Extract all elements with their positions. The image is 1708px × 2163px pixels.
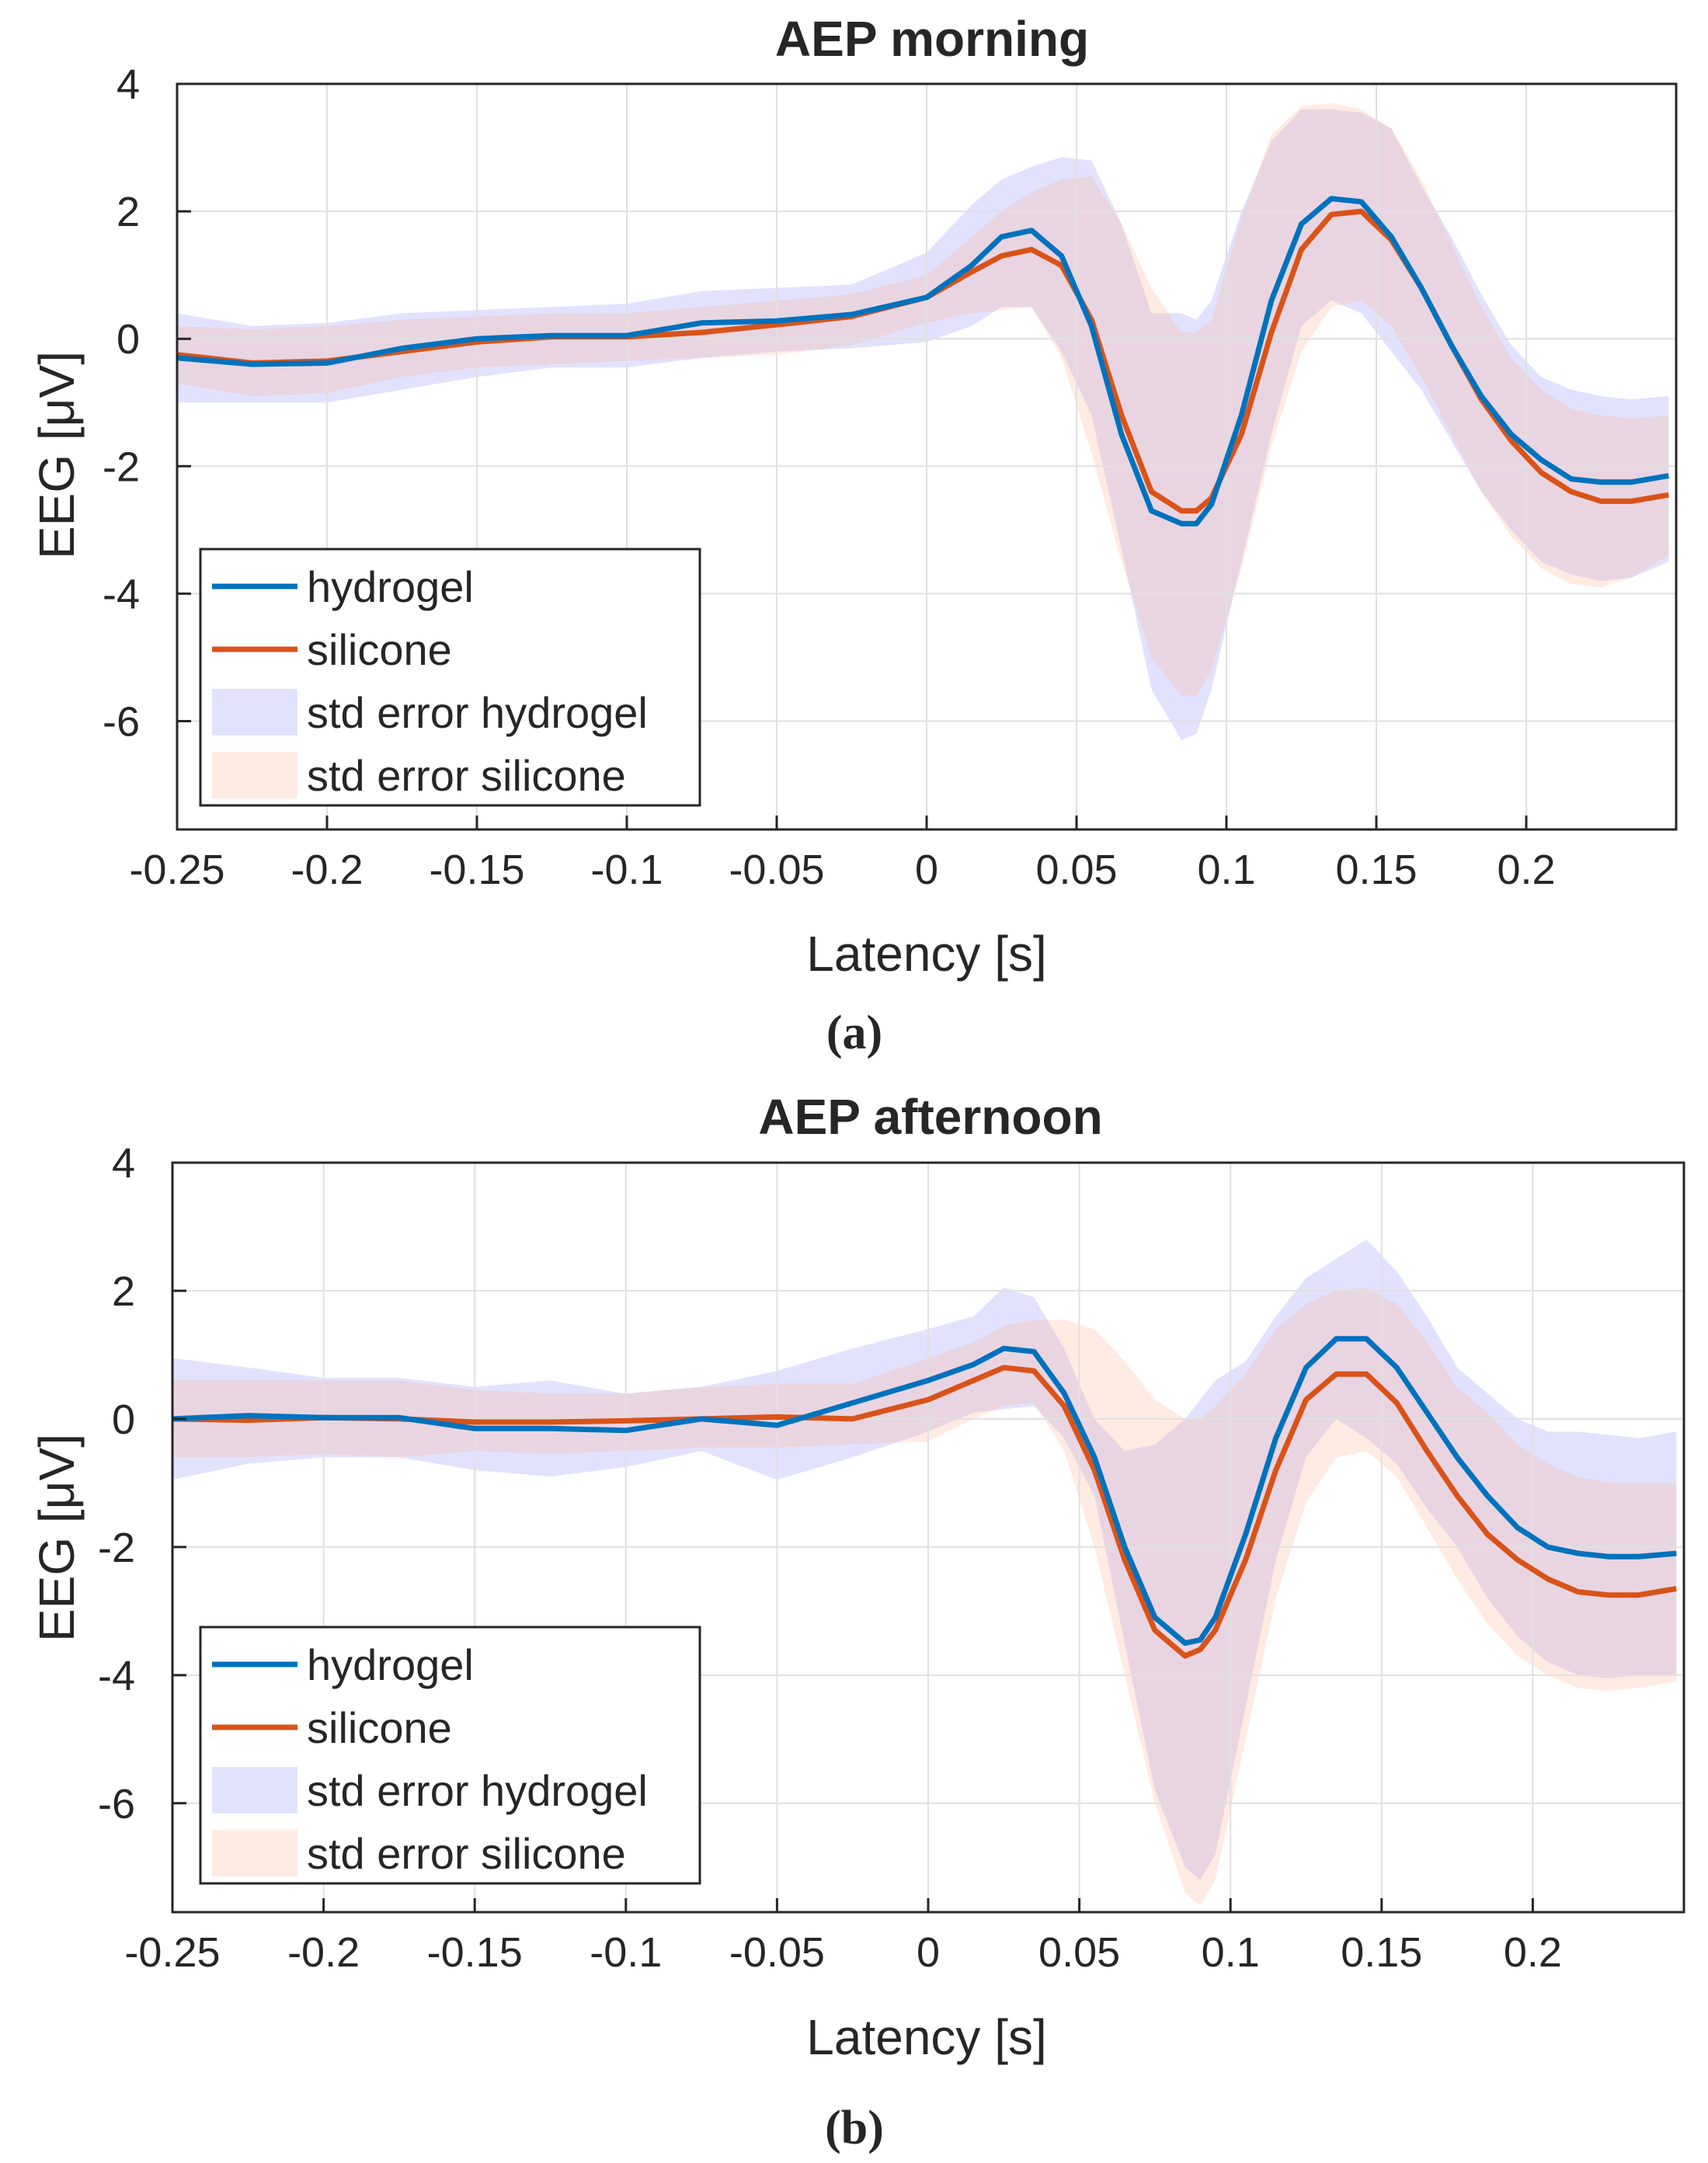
- hydrogel-line: [172, 1336, 1677, 1647]
- y-tick-label-4: 2: [117, 189, 140, 235]
- legend-label-2: std error hydrogel: [307, 688, 648, 737]
- y-tick-label-0: -6: [103, 699, 140, 746]
- x-tick-label-8: 0.15: [1341, 1929, 1422, 1976]
- legend-swatch-3: [212, 752, 297, 798]
- x-axis-ticks: -0.25 -0.2 -0.15 -0.1 -0.05 0 0.05 0.1 0.15 0.2: [124, 1898, 1562, 1976]
- legend-label-3: std error silicone: [307, 751, 626, 800]
- std-error-bands: [172, 1240, 1677, 1906]
- x-tick-label-9: 0.2: [1497, 847, 1555, 893]
- hydrogel-line: [176, 196, 1669, 527]
- panel-aep-morning: AEP morning -0.25 -0.2 -0.15 -0.1 -0.05 0 0.05…: [29, 11, 1678, 1059]
- y-tick-label-4: 2: [112, 1268, 135, 1315]
- x-axis-label: Latency [s]: [806, 2009, 1047, 2065]
- legend-box: [199, 548, 701, 807]
- x-tick-label-1: -0.2: [287, 1929, 360, 1976]
- y-tick-label-1: -4: [98, 1653, 135, 1699]
- legend-swatch-2: [212, 689, 297, 735]
- legend-box: [199, 1626, 701, 1885]
- silicone-line: [172, 1365, 1677, 1659]
- x-axis-label: Latency [s]: [806, 926, 1047, 982]
- x-tick-label-8: 0.15: [1335, 847, 1417, 893]
- legend-swatch-3: [212, 1830, 297, 1876]
- x-tick-label-1: -0.2: [290, 847, 363, 893]
- legend-label-3: std error silicone: [307, 1829, 626, 1878]
- x-tick-label-4: -0.05: [729, 847, 824, 893]
- y-tick-label-2: -2: [98, 1525, 135, 1571]
- legend-label-1: silicone: [307, 625, 452, 674]
- y-tick-label-3: 0: [112, 1396, 135, 1443]
- std-error-hydrogel-band: [172, 1240, 1677, 1880]
- panel-aep-afternoon: AEP afternoon -0.25 -0.2 -0.15 -0.1 -0.05 0 0.…: [29, 1089, 1685, 2154]
- y-tick-label-5: 4: [117, 61, 140, 108]
- x-axis-ticks: -0.25 -0.2 -0.15 -0.1 -0.05 0 0.05 0.1 0.15 0.2: [129, 815, 1556, 893]
- x-tick-label-3: -0.1: [590, 1929, 662, 1976]
- x-tick-label-9: 0.2: [1504, 1929, 1562, 1976]
- x-tick-label-7: 0.1: [1202, 1929, 1260, 1976]
- panel-caption: (b): [825, 2102, 884, 2154]
- x-tick-label-7: 0.1: [1197, 847, 1255, 893]
- y-tick-label-3: 0: [117, 316, 140, 363]
- y-axis-label: EEG [μV]: [29, 351, 85, 559]
- data-lines: [172, 1336, 1677, 1659]
- x-tick-label-0: -0.25: [124, 1929, 220, 1976]
- legend-swatch-2: [212, 1767, 297, 1814]
- y-axis-ticks: -6 -4 -2 0 2 4: [103, 61, 191, 746]
- data-lines: [176, 196, 1669, 527]
- x-tick-label-5: 0: [915, 847, 938, 893]
- x-tick-label-0: -0.25: [129, 847, 224, 893]
- chart-title: AEP morning: [775, 11, 1089, 67]
- y-tick-label-5: 4: [112, 1140, 135, 1187]
- std-error-silicone-band: [172, 1287, 1677, 1906]
- x-tick-label-6: 0.05: [1038, 1929, 1120, 1976]
- legend-label-1: silicone: [307, 1703, 452, 1752]
- x-tick-label-5: 0: [917, 1929, 940, 1976]
- legend: hydrogel silicone std error hydrogel std er…: [199, 548, 701, 807]
- legend-label-0: hydrogel: [307, 562, 474, 611]
- y-tick-label-2: -2: [103, 443, 140, 490]
- x-tick-label-6: 0.05: [1035, 847, 1117, 893]
- y-axis-label: EEG [μV]: [29, 1434, 85, 1642]
- chart-title: AEP afternoon: [758, 1089, 1102, 1145]
- legend: hydrogel silicone std error hydrogel std er…: [199, 1626, 701, 1885]
- panel-caption: (a): [826, 1007, 882, 1059]
- x-tick-label-2: -0.15: [427, 1929, 523, 1976]
- y-axis-ticks: -6 -4 -2 0 2 4: [98, 1140, 186, 1827]
- y-tick-label-1: -4: [103, 571, 140, 617]
- legend-label-0: hydrogel: [307, 1640, 474, 1689]
- y-tick-label-0: -6: [98, 1781, 135, 1827]
- legend-label-2: std error hydrogel: [307, 1766, 648, 1815]
- x-tick-label-4: -0.05: [729, 1929, 825, 1976]
- std-error-silicone-band: [177, 103, 1669, 696]
- x-tick-label-2: -0.15: [429, 847, 524, 893]
- x-tick-label-3: -0.1: [590, 847, 663, 893]
